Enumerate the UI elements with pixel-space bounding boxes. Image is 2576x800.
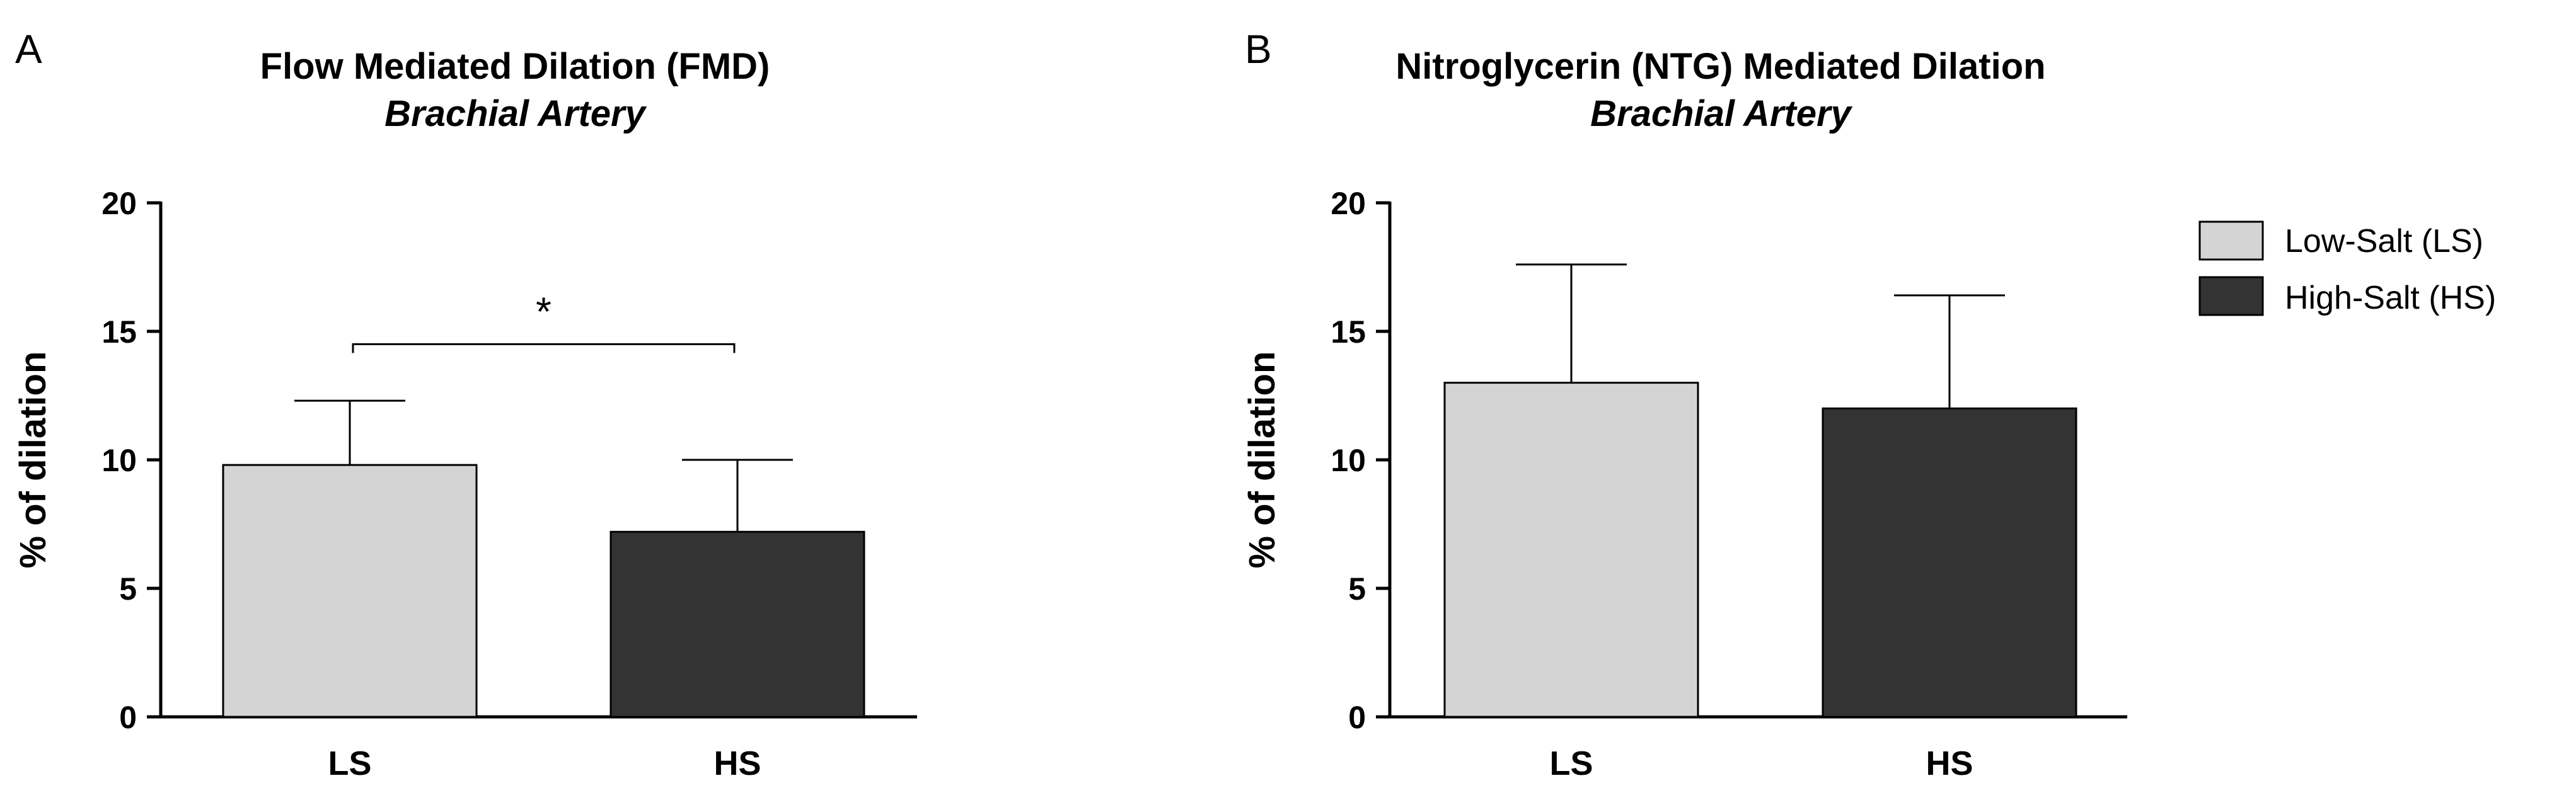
panel-b-plot: 0 5 10 15 20 LS HS xyxy=(1331,186,2127,782)
panel-b-bar-ls xyxy=(1443,382,1699,718)
panel-b-y-tick-label: 0 xyxy=(1348,700,1366,735)
panel-b-x-tick-label: LS xyxy=(1549,745,1593,782)
panel-a-y-axis-label: % of dilation xyxy=(13,351,54,569)
panel-a-letter: A xyxy=(15,26,42,72)
panel-a-title: Flow Mediated Dilation (FMD) xyxy=(260,46,770,87)
panel-a-significance-bracket xyxy=(352,343,736,353)
panel-b-y-axis-label: % of dilation xyxy=(1242,351,1283,569)
panel-a-y-tick-label: 20 xyxy=(101,186,137,221)
panel-b-y-tick-label: 15 xyxy=(1331,314,1366,350)
legend: Low-Salt (LS) High-Salt (HS) xyxy=(2198,220,2496,316)
panel-b-y-tick-label: 5 xyxy=(1348,571,1366,607)
panel-a-x-tick-label: HS xyxy=(713,745,761,782)
panel-a-x-tick-label: LS xyxy=(328,745,371,782)
panel-a-y-tick-label: 15 xyxy=(101,314,137,350)
panel-b-y-tick-label: 10 xyxy=(1331,443,1366,478)
panel-a-y-tick-label: 0 xyxy=(119,700,137,735)
legend-swatch-low-salt xyxy=(2198,220,2264,261)
panel-a-y-tick-label: 5 xyxy=(119,571,137,607)
legend-label-high-salt: High-Salt (HS) xyxy=(2285,280,2496,316)
legend-swatch-high-salt xyxy=(2198,276,2264,316)
panel-a: A Flow Mediated Dilation (FMD) Brachial … xyxy=(13,26,917,782)
panel-b-x-tick-label: HS xyxy=(1926,745,1973,782)
panel-a-bar-hs xyxy=(609,530,865,718)
panel-b-title: Nitroglycerin (NTG) Mediated Dilation xyxy=(1395,46,2045,87)
panel-a-subtitle: Brachial Artery xyxy=(384,93,647,134)
panel-b-subtitle: Brachial Artery xyxy=(1590,93,1852,134)
panel-b-y-tick-label: 20 xyxy=(1331,186,1366,221)
panel-a-bar-ls xyxy=(222,464,478,718)
panel-a-y-tick-label: 10 xyxy=(101,443,137,478)
panel-b: B Nitroglycerin (NTG) Mediated Dilation … xyxy=(1242,26,2127,782)
panel-a-significance-marker: * xyxy=(536,289,552,334)
panel-b-bar-hs xyxy=(1822,407,2077,718)
legend-label-low-salt: Low-Salt (LS) xyxy=(2285,223,2483,260)
panel-b-letter: B xyxy=(1245,26,1272,72)
panel-a-plot: 0 5 10 15 20 LS HS * xyxy=(101,186,917,782)
